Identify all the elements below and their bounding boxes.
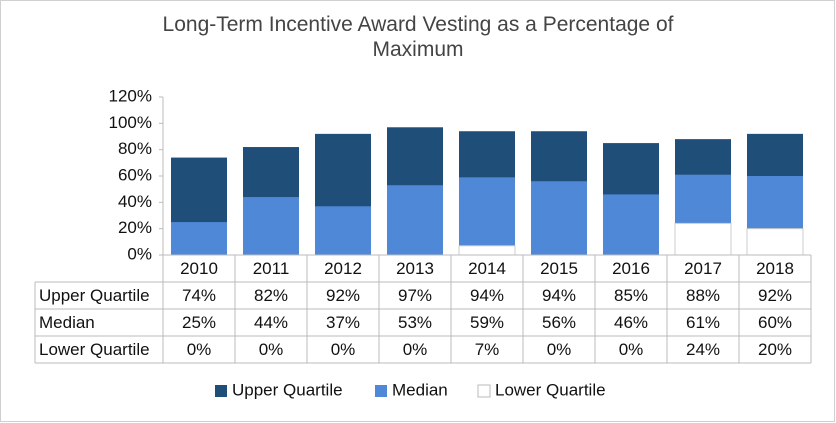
data-label: 0% [187, 340, 212, 359]
data-label: 53% [398, 313, 432, 332]
x-tick-label: 2018 [756, 259, 794, 278]
legend-label: Median [392, 380, 448, 399]
x-tick-label: 2011 [253, 259, 290, 278]
bar [603, 194, 659, 255]
x-tick-label: 2015 [540, 259, 578, 278]
y-tick-label: 0% [127, 244, 152, 263]
y-tick-label: 40% [118, 192, 152, 211]
chart-title: Long-Term Incentive Award Vesting as a P… [162, 13, 674, 61]
legend-swatch [215, 385, 227, 397]
bar [674, 222, 732, 256]
y-tick-label: 80% [118, 139, 152, 158]
legend-label: Lower Quartile [495, 380, 606, 399]
data-label: 60% [758, 313, 792, 332]
data-label: 46% [614, 313, 648, 332]
data-label: 44% [254, 313, 288, 332]
y-tick-label: 20% [118, 218, 152, 237]
y-tick-label: 60% [118, 165, 152, 184]
data-label: 61% [686, 313, 720, 332]
bar [531, 181, 587, 255]
bar [459, 177, 515, 255]
data-label: 0% [619, 340, 644, 359]
x-tick-label: 2010 [180, 259, 218, 278]
row-label: Upper Quartile [39, 286, 150, 305]
data-label: 92% [326, 286, 360, 305]
legend-swatch [477, 384, 491, 398]
x-tick-label: 2017 [684, 259, 722, 278]
data-label: 97% [398, 286, 432, 305]
data-label: 7% [475, 340, 500, 359]
bar [315, 206, 371, 255]
data-label: 25% [182, 313, 216, 332]
x-tick-label: 2013 [396, 259, 434, 278]
row-label: Median [39, 313, 95, 332]
data-label: 82% [254, 286, 288, 305]
data-label: 0% [259, 340, 284, 359]
legend-swatch [375, 385, 387, 397]
x-tick-label: 2012 [324, 259, 362, 278]
data-label: 74% [182, 286, 216, 305]
data-label: 92% [758, 286, 792, 305]
row-label: Lower Quartile [39, 340, 150, 359]
data-label: 85% [614, 286, 648, 305]
bar [746, 228, 804, 256]
bar [458, 245, 516, 256]
x-tick-label: 2016 [612, 259, 650, 278]
data-label: 59% [470, 313, 504, 332]
data-label: 24% [686, 340, 720, 359]
x-tick-label: 2014 [468, 259, 506, 278]
bar [171, 222, 227, 255]
data-label: 37% [326, 313, 360, 332]
data-label: 0% [547, 340, 572, 359]
legend-label: Upper Quartile [232, 380, 343, 399]
y-tick-label: 120% [109, 86, 152, 105]
data-label: 0% [403, 340, 428, 359]
data-label: 56% [542, 313, 576, 332]
data-label: 20% [758, 340, 792, 359]
data-label: 0% [331, 340, 356, 359]
bar [243, 197, 299, 255]
data-label: 88% [686, 286, 720, 305]
data-label: 94% [542, 286, 576, 305]
y-tick-label: 100% [109, 113, 152, 132]
bar [387, 185, 443, 255]
data-label: 94% [470, 286, 504, 305]
